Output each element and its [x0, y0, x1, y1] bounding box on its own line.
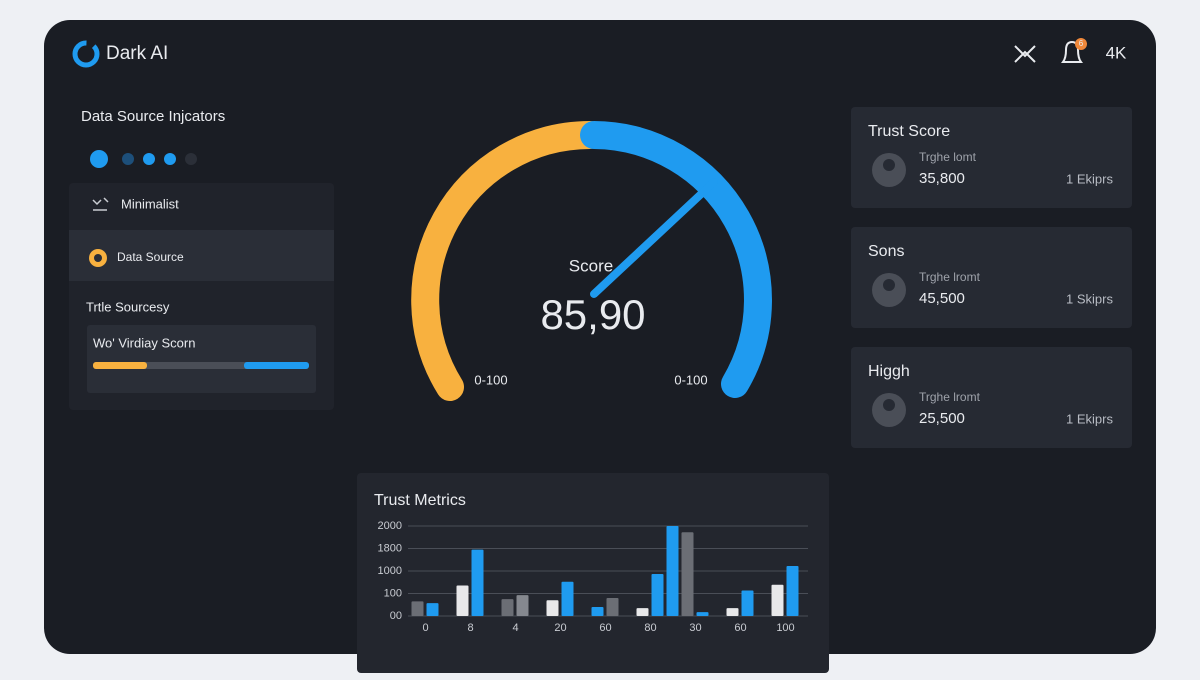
x-tick-label: 20 — [554, 622, 566, 634]
bar — [561, 581, 574, 616]
bar — [786, 565, 799, 616]
card-label: Trghe lromt — [919, 270, 981, 284]
card-value: 45,500 — [919, 290, 965, 307]
progress-fill — [93, 362, 147, 369]
x-tick-label: 8 — [467, 622, 473, 634]
x-tick-label: 30 — [689, 622, 701, 634]
bar — [606, 598, 619, 616]
card[interactable] — [851, 107, 1132, 208]
bar — [591, 607, 604, 616]
y-tick-label: 100 — [384, 587, 402, 599]
gauge-arc — [580, 121, 772, 398]
card[interactable] — [851, 227, 1132, 328]
bar-label: Wo' Virdiay Scorn — [93, 335, 195, 350]
selected-row[interactable] — [69, 230, 334, 281]
card-label: Trghe lromt — [919, 390, 981, 404]
bar — [516, 595, 529, 616]
x-tick-label: 4 — [512, 622, 518, 634]
bar — [651, 574, 664, 616]
gauge-arc — [411, 121, 604, 401]
menu-item[interactable]: Minimalist — [121, 196, 179, 211]
gauge-label: Score — [569, 256, 613, 275]
card-value: 35,800 — [919, 170, 965, 187]
status: 4K — [1106, 43, 1127, 62]
chart-title: Trust Metrics — [374, 492, 466, 509]
gauge-min: 0-100 — [474, 372, 507, 387]
icon[interactable] — [1014, 45, 1036, 63]
bar — [741, 590, 754, 616]
badge — [1075, 38, 1087, 50]
bar — [666, 526, 679, 616]
bar-box — [87, 325, 316, 393]
menu-item[interactable]: Data Source — [117, 250, 184, 264]
card-note: 1 Ekiprs — [1066, 171, 1113, 186]
bar — [411, 601, 424, 616]
card-note: 1 Ekiprs — [1066, 411, 1113, 426]
bar — [771, 584, 784, 616]
section-title: Trtle Sourcesy — [86, 299, 170, 314]
brand: Dark AI — [106, 43, 168, 64]
progress-fill — [244, 362, 309, 369]
y-tick-label: 1000 — [378, 565, 402, 577]
y-tick-label: 1800 — [378, 542, 402, 554]
card-title: Sons — [868, 243, 904, 260]
bar — [696, 612, 709, 616]
x-tick-label: 100 — [776, 622, 794, 634]
gauge-needle — [590, 178, 718, 298]
bar — [456, 585, 469, 616]
x-tick-label: 0 — [422, 622, 428, 634]
bar — [501, 599, 514, 616]
avatar-head — [883, 399, 895, 411]
bar — [426, 603, 439, 616]
y-tick-label: 2000 — [378, 520, 402, 532]
bar — [471, 549, 484, 616]
logo — [72, 40, 100, 68]
card-title: Trust Score — [868, 123, 950, 140]
dots — [90, 150, 197, 168]
panel-title: Data Source Injcators — [81, 108, 225, 125]
bar — [636, 608, 649, 616]
card-note: 1 Skiprs — [1066, 291, 1113, 306]
card-label: Trghe lomt — [919, 150, 977, 164]
card[interactable] — [851, 347, 1132, 448]
card-title: Higgh — [868, 363, 910, 380]
card-value: 25,500 — [919, 410, 965, 427]
bell-icon[interactable] — [1061, 40, 1083, 63]
y-tick-label: 00 — [390, 610, 402, 622]
badge-count: 6 — [1079, 39, 1084, 48]
gauge-max: 0-100 — [674, 372, 707, 387]
bar — [681, 532, 694, 616]
chart-panel — [357, 473, 829, 673]
x-tick-label: 60 — [599, 622, 611, 634]
x-tick-label: 60 — [734, 622, 746, 634]
avatar-head — [883, 279, 895, 291]
avatar-head — [883, 159, 895, 171]
x-tick-label: 80 — [644, 622, 656, 634]
gauge-value: 85,90 — [540, 291, 645, 338]
bar — [546, 600, 559, 616]
bar — [726, 608, 739, 616]
item-icon — [92, 197, 109, 211]
